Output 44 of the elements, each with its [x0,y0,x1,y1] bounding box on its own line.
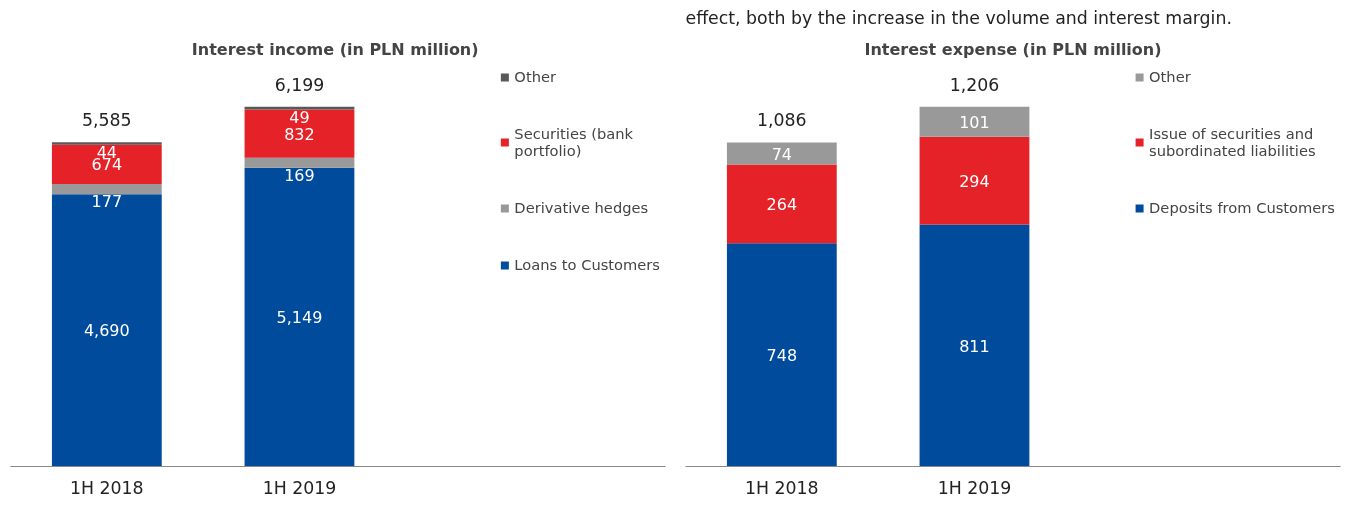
data-label: 4,690 [83,321,130,341]
bar [244,109,355,158]
data-label: 49 [289,107,310,127]
x-tick-label: 1H 2019 [262,477,337,498]
legend-label: Other [1149,68,1191,85]
legend-label: Deposits from Customers [1149,199,1335,216]
chart-title: Interest income (in PLN million) [191,39,479,59]
bar [51,194,162,467]
bar [244,157,355,168]
data-label: 74 [771,144,792,164]
bar [919,106,1030,137]
bar [726,142,837,165]
legend-label: Securities (bank portfolio) [514,125,634,159]
bar [726,243,837,467]
legend-label: Issue of securities and subordinated liabilities [1149,125,1316,159]
data-label: 5,149 [276,308,323,328]
total-label: 5,585 [82,110,132,131]
data-label: 264 [766,194,798,214]
legend-label: Other [514,68,556,85]
data-label: 811 [959,336,990,356]
data-label: 177 [91,192,123,212]
bar [919,224,1030,467]
legend-label: Loans to Customers [514,256,660,273]
bar [51,142,162,145]
bar [244,167,355,467]
bar [726,164,837,244]
x-tick-label: 1H 2019 [937,477,1012,498]
data-label: 832 [284,124,315,144]
total-label: 1,206 [949,74,1000,95]
chart-title: Interest expense (in PLN million) [864,39,1162,59]
x-tick-label: 1H 2018 [69,477,144,498]
bar [244,106,355,110]
data-label: 748 [766,345,798,365]
legend-label: Derivative hedges [514,199,649,216]
data-label: 294 [959,171,990,191]
bar [51,144,162,184]
total-label: 1,086 [757,110,807,131]
total-label: 6,199 [274,74,325,95]
bar [919,136,1030,225]
data-label: 169 [284,165,315,185]
data-label: 101 [959,112,990,132]
bar [51,183,162,195]
x-tick-label: 1H 2018 [744,477,819,498]
text: effect, both by the increase in the volume and interest margin. [685,7,1232,28]
